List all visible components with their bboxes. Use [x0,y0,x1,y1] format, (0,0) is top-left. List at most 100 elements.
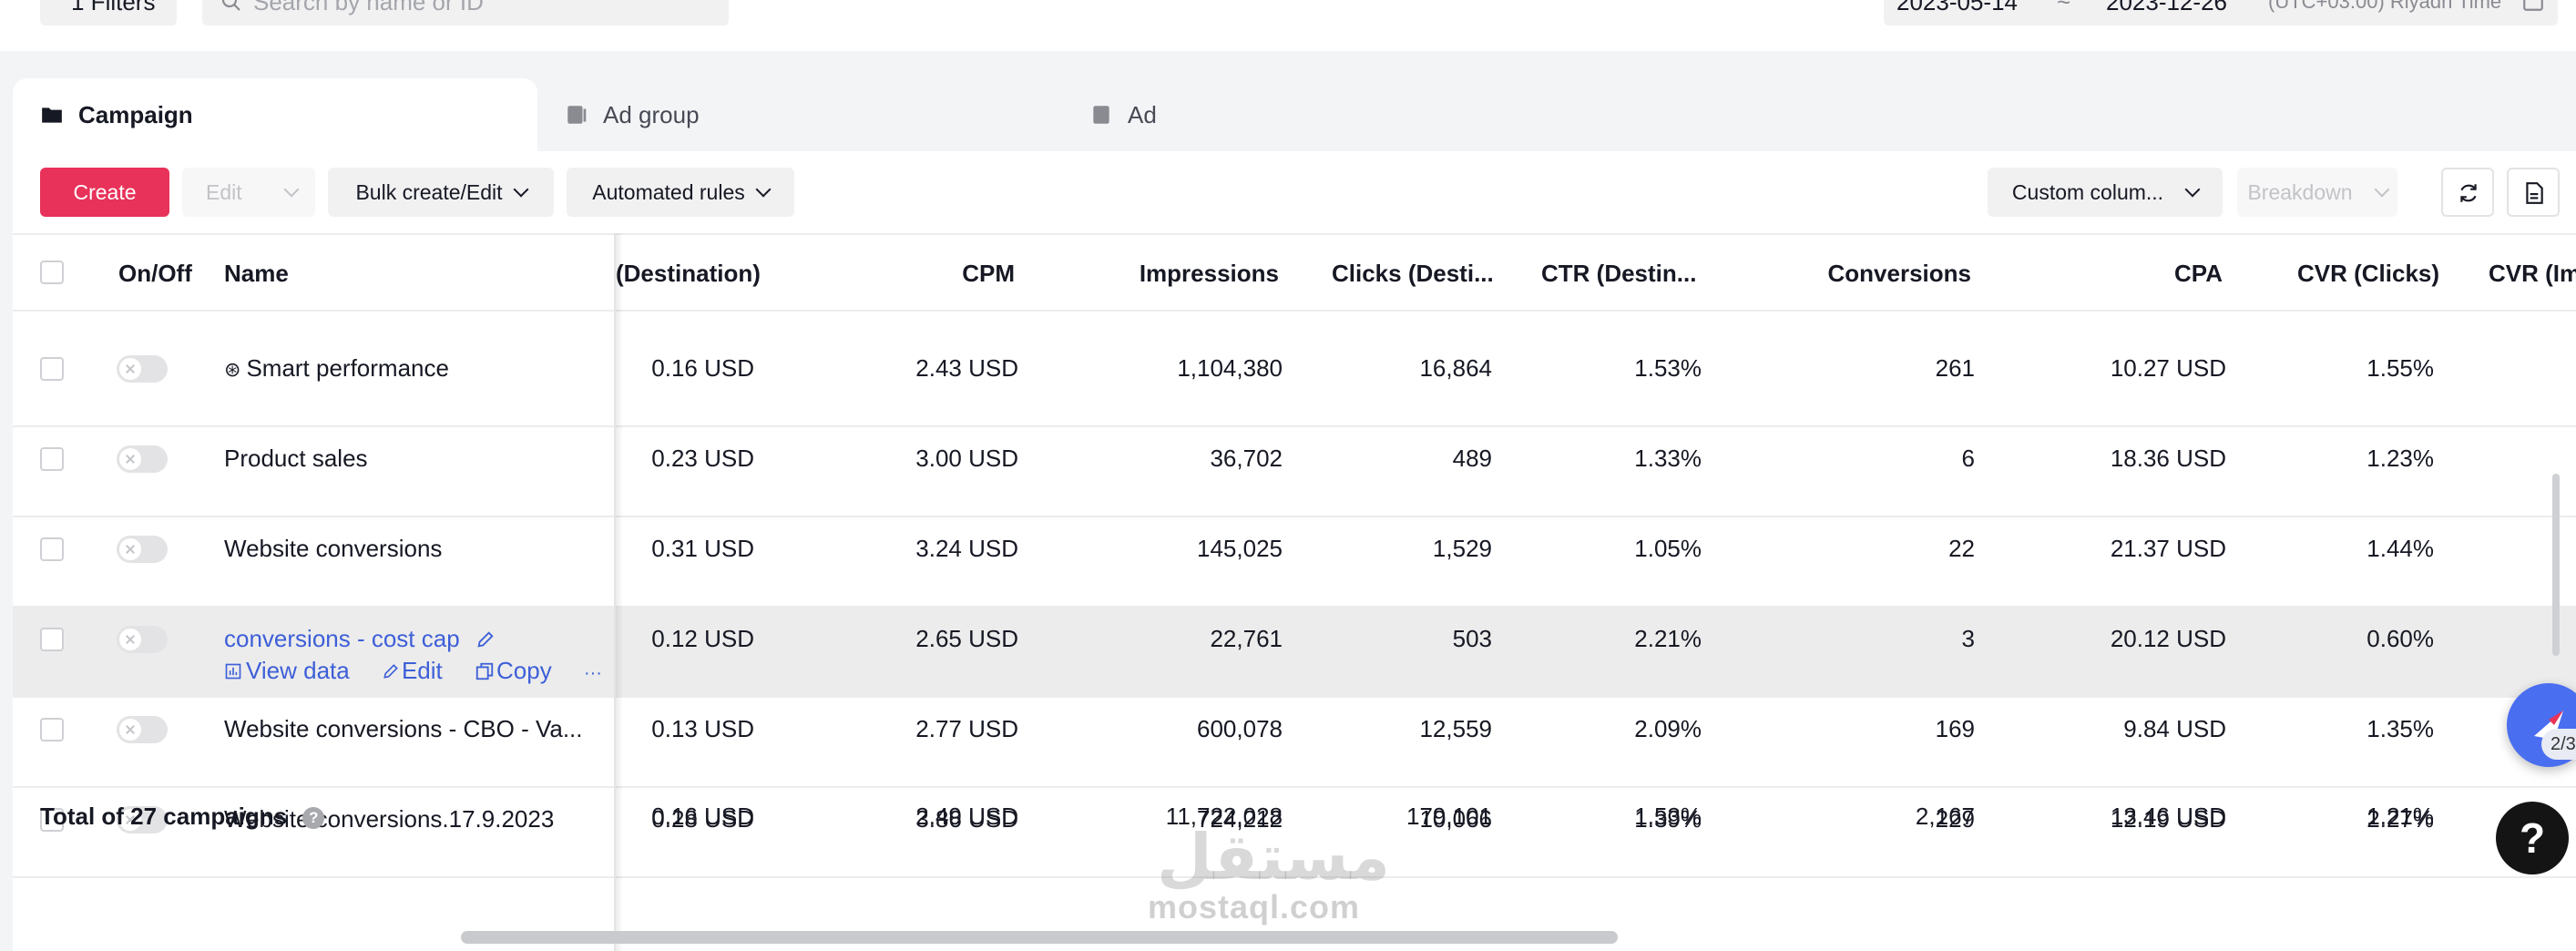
info-icon[interactable]: ? [302,807,325,829]
status-toggle[interactable] [117,806,168,833]
column-cpm[interactable]: CPM [962,260,1015,287]
column-cvr-clicks[interactable]: CVR (Clicks) [2297,260,2440,287]
status-toggle[interactable] [117,716,168,743]
toggle-off-icon [119,358,141,380]
row-checkbox[interactable] [40,357,64,381]
row-checkbox[interactable] [40,808,64,832]
view-data-link[interactable]: View data [224,657,363,684]
cell-impressions: 724,212 [1197,805,1283,833]
automated-rules-button[interactable]: Automated rules [567,168,794,217]
table-row[interactable]: Website conversions - CBO - Va... 0.13 U… [13,698,2576,788]
breakdown-button[interactable]: Breakdown [2237,168,2397,217]
create-button[interactable]: Create [40,168,169,217]
cell-cpm: 3.24 USD [915,535,1018,562]
tab-ad-group[interactable]: Ad group [565,78,700,151]
custom-columns-button[interactable]: Custom colum... [1988,168,2223,217]
cell-conversions: 6 [1961,445,1975,472]
status-toggle[interactable] [117,536,168,563]
refresh-button[interactable] [2441,168,2494,217]
column-ctr[interactable]: CTR (Destin... [1541,260,1697,287]
edit-label: Edit [401,657,443,684]
chevron-down-icon [283,181,300,198]
pencil-icon[interactable] [475,629,496,649]
more-icon[interactable]: ··· [583,663,602,683]
export-button[interactable] [2507,168,2560,217]
table-row[interactable]: ⊛ Smart performance 0.16 USD 2.43 USD 1,1… [13,337,2576,427]
campaign-name-text: conversions - cost cap [224,625,460,652]
column-impressions[interactable]: Impressions [1139,260,1279,287]
table-row[interactable]: Website conversions.17.9.2023 0.28 USD 3… [13,788,2576,878]
cell-cpc: 0.12 USD [651,625,754,652]
date-separator: ~ [2057,0,2071,15]
tab-campaign-label: Campaign [78,100,193,128]
column-cpa[interactable]: CPA [2174,260,2223,287]
copy-link[interactable]: Copy [475,657,565,684]
column-onoff[interactable]: On/Off [118,260,192,287]
help-button[interactable]: ? [2496,802,2569,874]
row-checkbox[interactable] [40,718,64,741]
cell-cvr: 0.60% [2366,625,2434,652]
status-toggle[interactable] [117,355,168,383]
toggle-off-icon [119,538,141,560]
table-header: On/Off Name (Destination) CPM Impression… [13,233,2576,312]
cell-cpm: 3.86 USD [915,805,1018,833]
cell-cpc: 0.28 USD [651,805,754,833]
column-conversions[interactable]: Conversions [1827,260,1972,287]
tab-ad-group-label: Ad group [603,100,700,128]
total-label-text: Total of 27 campaigns [40,803,288,830]
table-row[interactable]: conversions - cost cap View data Edit Co… [13,608,2576,698]
cell-conversions: 22 [1948,535,1975,562]
tab-campaign[interactable]: Campaign [13,78,537,151]
campaign-name[interactable]: Website conversions [224,535,443,562]
campaign-name[interactable]: ⊛ Smart performance [224,337,449,401]
edit-button[interactable]: Edit [182,168,315,217]
timezone-label: (UTC+03:00) Riyadh Time [2268,0,2502,13]
search-input[interactable]: Search by name or ID [202,0,729,26]
edit-button-label: Edit [206,180,242,204]
automated-label: Automated rules [592,180,745,204]
bulk-create-edit-button[interactable]: Bulk create/Edit [328,168,554,217]
cell-cpa: 20.12 USD [2110,625,2226,652]
chevron-down-icon [2374,181,2390,198]
cell-cpc: 0.13 USD [651,715,754,742]
toggle-off-icon [119,719,141,741]
campaign-name-text: Smart performance [246,354,449,382]
row-checkbox[interactable] [40,447,64,471]
select-all-checkbox[interactable] [40,261,64,284]
table-row[interactable]: Product sales 0.23 USD 3.00 USD 36,702 4… [13,427,2576,517]
campaign-name[interactable]: Website conversions - CBO - Va... [224,715,583,742]
table-row[interactable]: Website conversions 0.31 USD 3.24 USD 14… [13,517,2576,608]
tab-ad[interactable]: Ad [1089,78,1157,151]
copy-icon [475,662,494,680]
edit-link[interactable]: Edit [382,657,455,684]
vertical-scrollbar[interactable] [2552,474,2560,656]
campaign-name[interactable]: Website conversions.17.9.2023 [224,805,555,833]
column-cvr-impressions[interactable]: CVR (Im [2489,260,2576,287]
date-range-picker[interactable]: 2023-05-14 ~ 2023-12-26 (UTC+03:00) Riya… [1884,0,2558,26]
search-placeholder: Search by name or ID [253,0,484,15]
row-checkbox[interactable] [40,537,64,561]
campaign-name[interactable]: Product sales [224,445,368,472]
row-checkbox[interactable] [40,628,64,651]
smart-performance-icon: ⊛ [224,358,241,381]
cell-cpa: 18.36 USD [2110,445,2226,472]
cell-conversions: 3 [1961,625,1975,652]
toggle-off-icon [119,629,141,650]
guide-compass-button[interactable] [2507,683,2576,767]
column-clicks[interactable]: Clicks (Desti... [1332,260,1494,287]
cell-ctr: 1.05% [1634,535,1702,562]
fixed-column-divider [614,233,616,951]
campaign-name-link[interactable]: conversions - cost cap [224,608,496,670]
toggle-off-icon [119,448,141,470]
status-toggle[interactable] [117,626,168,653]
column-name[interactable]: Name [224,260,289,287]
ad-icon [1093,106,1109,124]
cell-cvr: 1.35% [2366,715,2434,742]
horizontal-scrollbar[interactable] [461,931,1618,944]
cell-conversions: 229 [1935,805,1975,833]
status-toggle[interactable] [117,445,168,473]
cell-ctr: 1.39% [1634,805,1702,833]
filters-button[interactable]: 1 Filters [40,0,177,26]
column-cpc[interactable]: (Destination) [616,260,761,287]
chevron-down-icon [513,181,529,198]
